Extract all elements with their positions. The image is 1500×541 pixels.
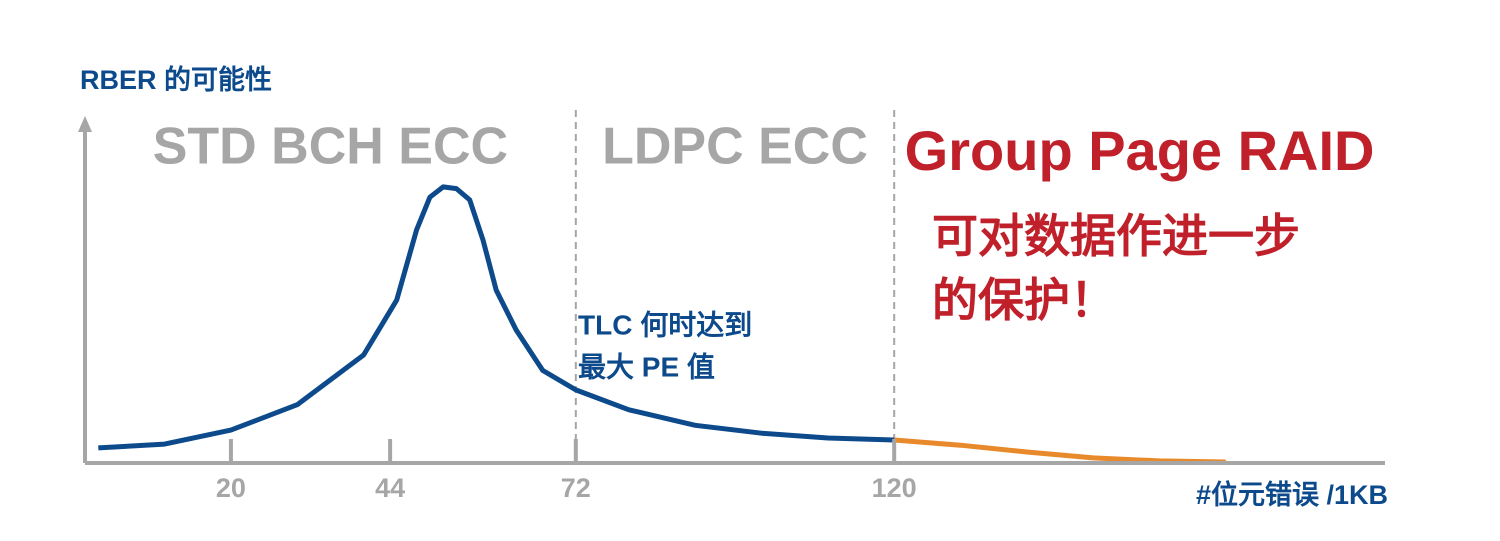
region-label: LDPC ECC (602, 118, 868, 176)
annotation: 的保护！ (932, 274, 1116, 326)
x-tick-label: 44 (375, 473, 405, 503)
y-axis-arrow (78, 116, 92, 132)
x-axis-title: #位元错误 /1KB (1196, 479, 1388, 510)
x-tick-label: 72 (561, 473, 591, 503)
line-series (98, 184, 895, 451)
annotation: 最大 PE 值 (578, 351, 715, 382)
annotation: 可对数据作进一步 (932, 210, 1300, 262)
region-label: STD BCH ECC (153, 118, 508, 176)
region-label: Group Page RAID (905, 119, 1375, 182)
line-series (894, 437, 1226, 465)
y-axis-title: RBER 的可能性 (80, 64, 272, 95)
x-tick-label: 120 (872, 473, 917, 503)
x-tick-label: 20 (216, 473, 246, 503)
annotation: TLC 何时达到 (578, 309, 752, 340)
